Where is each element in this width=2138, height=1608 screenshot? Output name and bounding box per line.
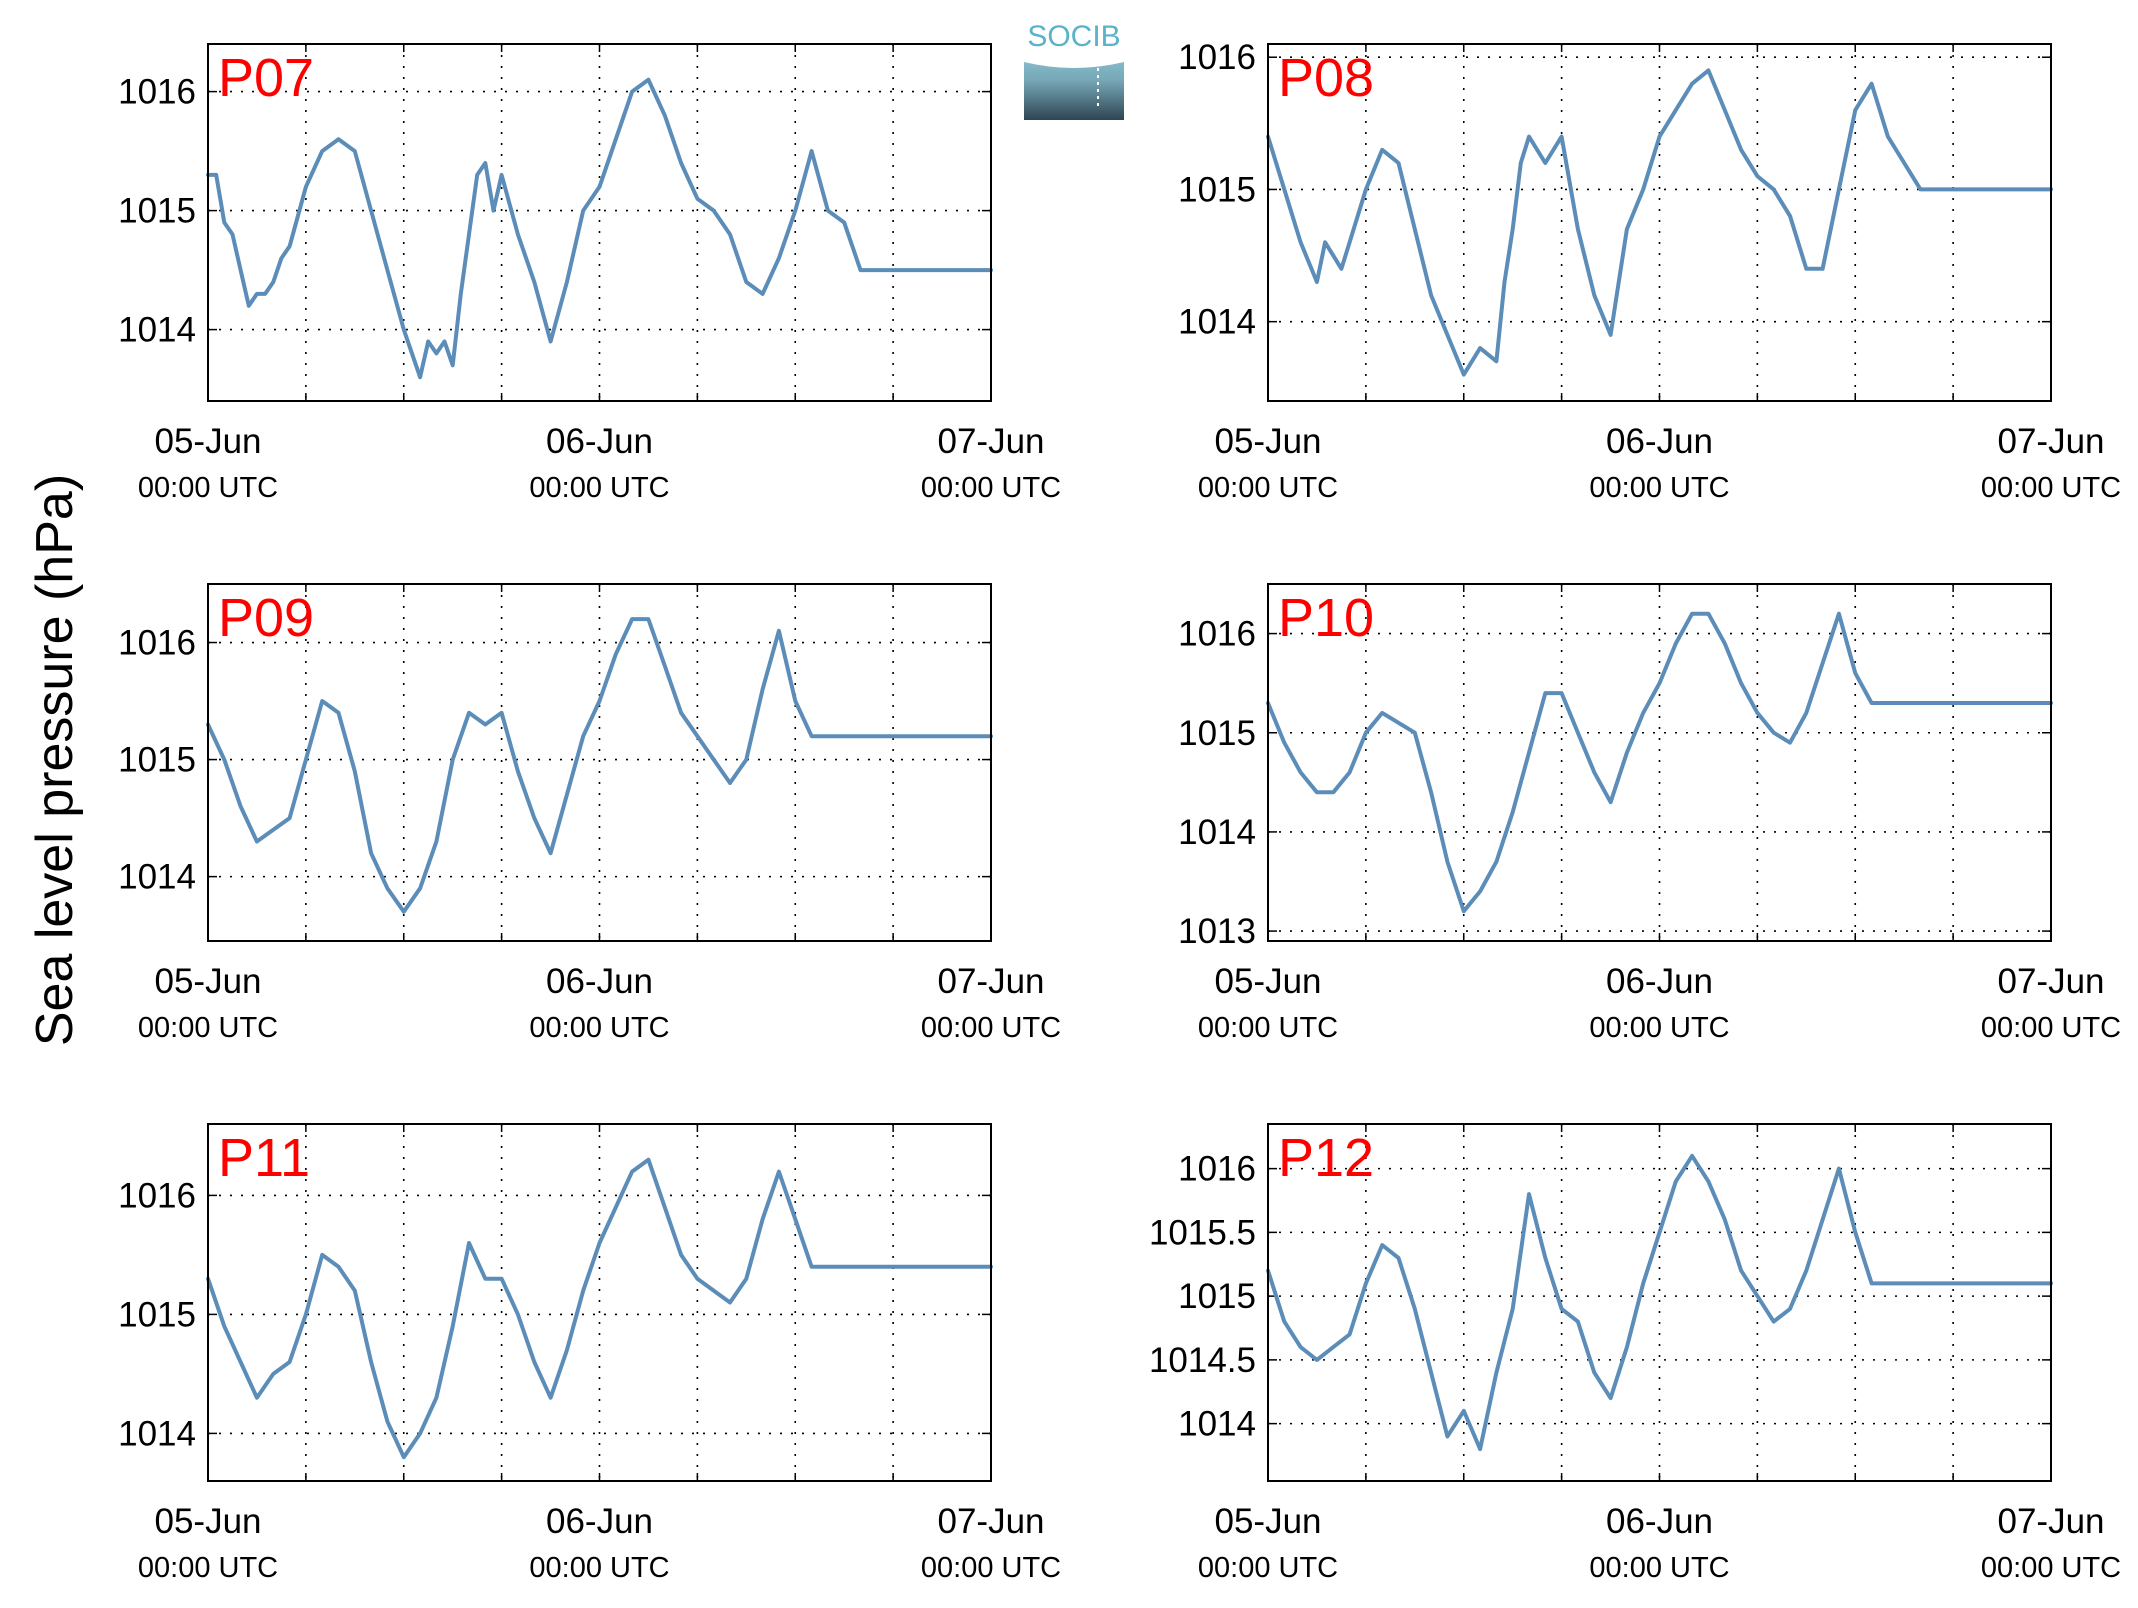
panel-label: P12: [1278, 1128, 1374, 1188]
x-tick-date: 05-Jun: [154, 422, 261, 461]
x-tick-time: 00:00 UTC: [1589, 472, 1729, 504]
x-tick-time: 00:00 UTC: [138, 472, 278, 504]
x-tick-date: 05-Jun: [1214, 422, 1321, 461]
x-tick-time: 00:00 UTC: [1589, 1552, 1729, 1584]
y-tick-label: 1015: [118, 741, 196, 780]
x-tick-date: 06-Jun: [546, 422, 653, 461]
series-line: [206, 77, 993, 380]
panels: 1014 1015 1016 P07 05-Jun 00:00 UTC 06-Jun 00:0…: [118, 38, 2121, 1584]
y-tick-label: 1016: [1178, 1150, 1256, 1189]
y-tick-label: 1014: [118, 311, 196, 350]
y-tick-label: 1014: [1178, 1405, 1256, 1444]
x-tick-time: 00:00 UTC: [921, 1012, 1061, 1044]
panel-p11: 1014 1015 1016 P11 05-Jun 00:00 UTC 06-Jun 00:0…: [118, 1123, 1061, 1584]
plot-frame: [1267, 583, 2052, 942]
panel-label: P08: [1278, 48, 1374, 108]
panel-label: P09: [218, 588, 314, 648]
x-tick-date: 06-Jun: [546, 1502, 653, 1541]
y-tick-label: 1014: [1178, 813, 1256, 852]
y-tick-label: 1016: [118, 624, 196, 663]
y-axis-label: Sea level pressure (hPa): [26, 474, 84, 1046]
x-tick-date: 05-Jun: [154, 962, 261, 1001]
panel-p12: 1014 1014.5 1015 1015.5 1016 P12 05-Jun 00:00 U…: [1149, 1123, 2121, 1584]
y-tick-label: 1013: [1178, 912, 1256, 951]
x-tick-time: 00:00 UTC: [1198, 472, 1338, 504]
x-tick-date: 05-Jun: [1214, 1502, 1321, 1541]
logo-text: SOCIB: [1027, 20, 1120, 53]
x-tick-time: 00:00 UTC: [1981, 472, 2121, 504]
panel-p07: 1014 1015 1016 P07 05-Jun 00:00 UTC 06-Jun 00:0…: [118, 43, 1061, 504]
y-tick-label: 1015: [118, 192, 196, 231]
panel-p09: 1014 1015 1016 P09 05-Jun 00:00 UTC 06-Jun 00:0…: [118, 583, 1061, 1044]
series-line: [1266, 1153, 2053, 1452]
y-tick-label: 1014: [118, 858, 196, 897]
x-tick-date: 07-Jun: [937, 1502, 1044, 1541]
plot-frame: [207, 1123, 992, 1482]
plot-frame: [1267, 43, 2052, 402]
y-tick-label: 1014: [1178, 303, 1256, 342]
socib-logo: SOCIB: [1024, 20, 1124, 120]
y-tick-label: 1016: [118, 1176, 196, 1215]
x-tick-time: 00:00 UTC: [1981, 1552, 2121, 1584]
x-tick-time: 00:00 UTC: [529, 1552, 669, 1584]
y-tick-label: 1016: [1178, 615, 1256, 654]
series-line: [1266, 611, 2053, 914]
x-tick-time: 00:00 UTC: [529, 1012, 669, 1044]
x-tick-date: 07-Jun: [1997, 962, 2104, 1001]
x-tick-time: 00:00 UTC: [1198, 1012, 1338, 1044]
y-tick-label: 1015: [1178, 714, 1256, 753]
panel-label: P07: [218, 48, 314, 108]
y-tick-label: 1015: [1178, 170, 1256, 209]
x-tick-date: 07-Jun: [1997, 1502, 2104, 1541]
series-line: [1266, 68, 2053, 377]
y-tick-label: 1015: [118, 1295, 196, 1334]
x-tick-date: 06-Jun: [1606, 962, 1713, 1001]
y-tick-label: 1016: [118, 73, 196, 112]
x-tick-date: 05-Jun: [1214, 962, 1321, 1001]
x-tick-time: 00:00 UTC: [138, 1012, 278, 1044]
y-tick-label: 1015: [1178, 1277, 1256, 1316]
y-tick-label: 1014: [118, 1414, 196, 1453]
x-tick-time: 00:00 UTC: [1589, 1012, 1729, 1044]
plot-frame: [1267, 1123, 2052, 1482]
x-tick-date: 07-Jun: [937, 422, 1044, 461]
x-tick-time: 00:00 UTC: [921, 472, 1061, 504]
panel-label: P10: [1278, 588, 1374, 648]
plot-frame: [207, 583, 992, 942]
plot-frame: [207, 43, 992, 402]
x-tick-date: 07-Jun: [1997, 422, 2104, 461]
x-tick-date: 07-Jun: [937, 962, 1044, 1001]
x-tick-time: 00:00 UTC: [1981, 1012, 2121, 1044]
y-tick-label: 1016: [1178, 38, 1256, 77]
panel-p10: 1013 1014 1015 1016 P10 05-Jun 00:00 UTC 06-Jun…: [1178, 583, 2121, 1044]
x-tick-time: 00:00 UTC: [1198, 1552, 1338, 1584]
x-tick-date: 06-Jun: [546, 962, 653, 1001]
x-tick-time: 00:00 UTC: [138, 1552, 278, 1584]
x-tick-time: 00:00 UTC: [529, 472, 669, 504]
x-tick-date: 06-Jun: [1606, 1502, 1713, 1541]
panel-p08: 1014 1015 1016 P08 05-Jun 00:00 UTC 06-Jun 00:0…: [1178, 38, 2121, 504]
series-line: [206, 1157, 993, 1460]
series-line: [206, 617, 993, 914]
panel-label: P11: [218, 1128, 310, 1188]
x-tick-date: 06-Jun: [1606, 422, 1713, 461]
x-tick-time: 00:00 UTC: [921, 1552, 1061, 1584]
y-tick-label: 1014.5: [1149, 1341, 1256, 1380]
y-tick-label: 1015.5: [1149, 1213, 1256, 1252]
x-tick-date: 05-Jun: [154, 1502, 261, 1541]
